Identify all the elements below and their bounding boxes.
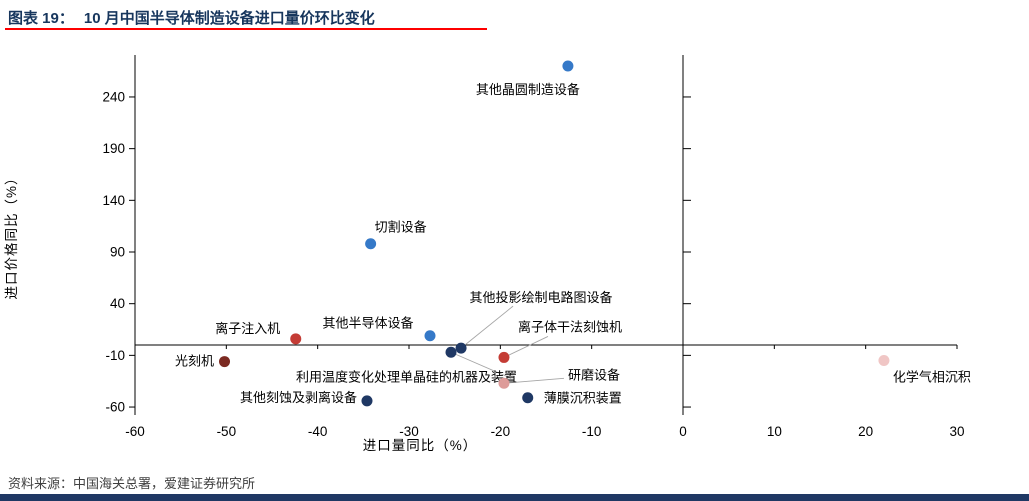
x-axis-tick-label: -60 [125,424,145,439]
source-note: 资料来源：中国海关总署，爱建证券研究所 [8,475,256,491]
y-axis-tick-label: 190 [102,141,125,156]
data-point [424,330,436,342]
data-point-label: 化学气相沉积 [893,370,971,385]
x-axis-tick-label: -30 [399,424,419,439]
leader-line [460,305,514,349]
data-point-label: 利用温度变化处理单晶硅的机器及装置 [296,369,517,384]
y-axis-tick-label: 240 [102,89,125,104]
y-axis-tick-label: -60 [105,400,125,415]
x-axis-tick-label: -10 [582,424,602,439]
scatter-chart: 进口价格同比（%） 进口量同比（%） -60 -10 40 90 140 190 240 -6… [0,30,1029,470]
leader-line [503,377,565,384]
data-point-label: 其他刻蚀及剥离设备 [240,390,357,405]
figure-header: 图表 19： 10 月中国半导体制造设备进口量价环比变化 [0,0,1029,30]
data-point-label: 其他投影绘制电路图设备 [470,290,613,305]
data-point [219,356,231,368]
data-point-label: 薄膜沉积装置 [544,391,622,406]
data-point [522,392,534,404]
bottom-bar [0,494,1029,501]
x-axis-tick-label: 30 [949,424,964,439]
data-point [498,377,510,389]
leader-line [503,336,549,358]
data-point [455,342,467,354]
data-point [878,355,890,367]
data-point [498,351,510,363]
leader-line [450,351,512,379]
x-axis-title: 进口量同比（%） [363,438,478,453]
y-axis-tick-label: 90 [110,245,125,260]
data-point [562,60,574,72]
data-point-label: 离子体干法刻蚀机 [518,319,622,334]
y-axis-tick-label: 140 [102,193,125,208]
data-point [361,395,373,407]
data-point [290,333,302,345]
data-point-label: 光刻机 [175,354,214,369]
x-axis-tick-label: -50 [217,424,237,439]
data-point-label: 离子注入机 [215,321,280,336]
y-axis-tick-label: -10 [105,348,125,363]
y-axis-title: 进口价格同比（%） [4,170,19,299]
figure-title-text: 10 月中国半导体制造设备进口量价环比变化 [83,10,375,27]
x-axis-tick-label: 0 [679,424,687,439]
scatter-plot-canvas: 进口价格同比（%） 进口量同比（%） -60 -10 40 90 140 190 240 -6… [4,55,971,453]
title-underline [5,28,487,30]
data-point [365,238,377,250]
data-point-label: 其他晶圆制造设备 [476,82,580,97]
x-axis-tick-label: 10 [767,424,782,439]
x-axis-tick-label: 20 [858,424,873,439]
x-axis-tick-label: -40 [308,424,328,439]
data-point-label: 其他半导体设备 [322,316,413,331]
y-axis-tick-label: 40 [110,296,125,311]
x-axis-tick-label: -20 [491,424,511,439]
figure-number-label: 图表 19： [8,10,74,27]
data-point-label: 研磨设备 [568,367,620,382]
data-point [445,346,457,358]
data-point-label: 切割设备 [375,220,427,235]
